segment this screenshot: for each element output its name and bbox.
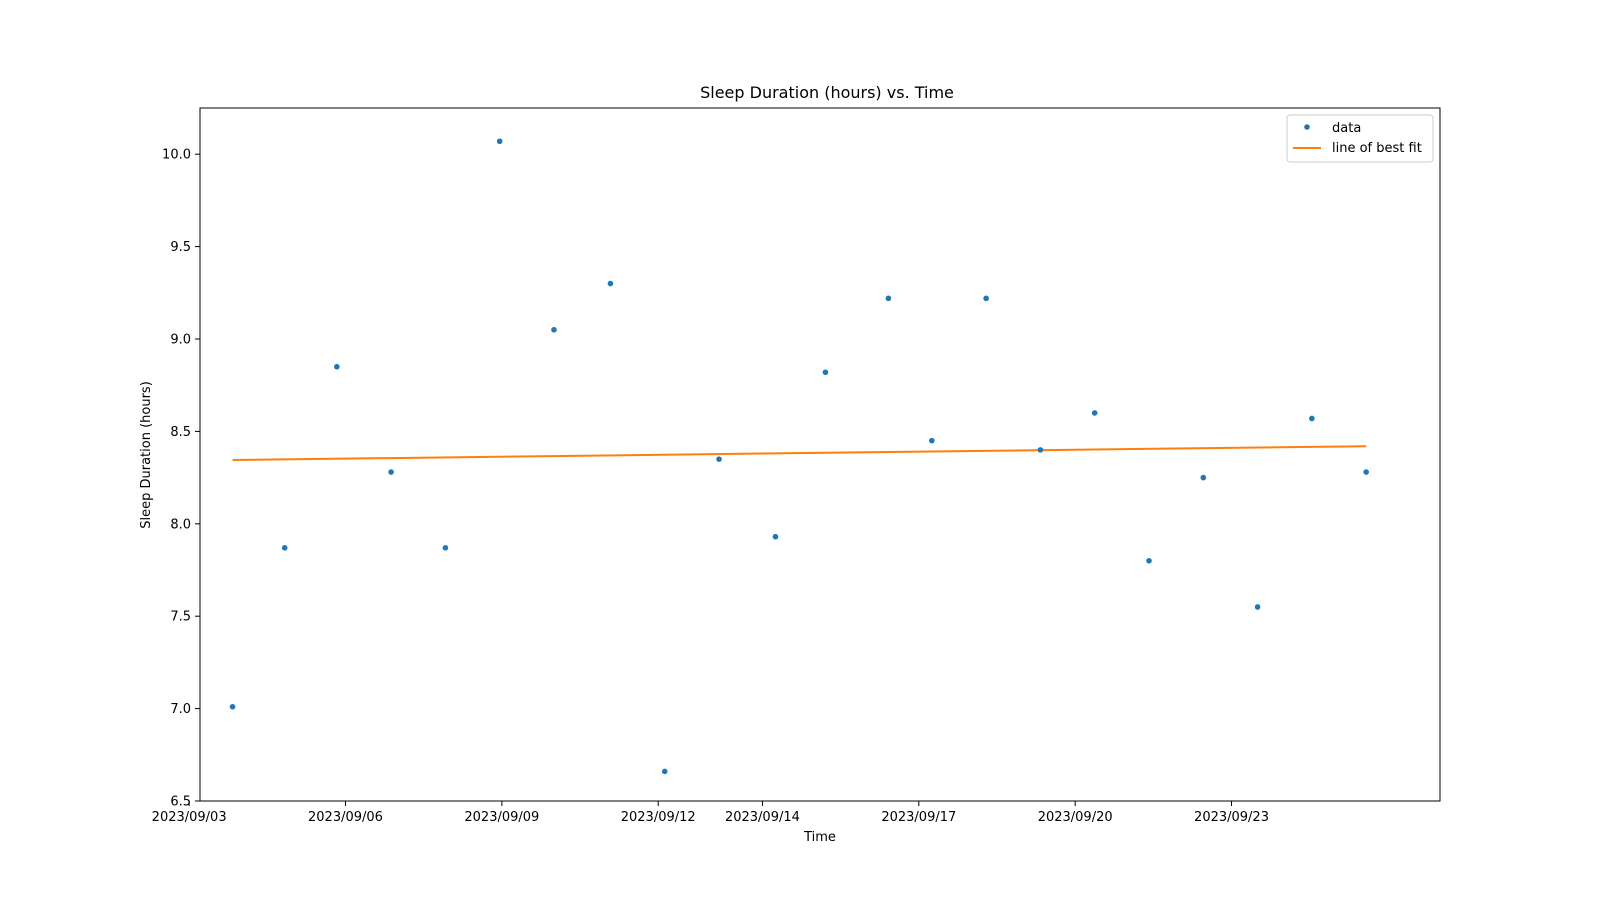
y-tick-label: 9.0 [170, 333, 191, 348]
legend: data line of best fit [1286, 114, 1434, 163]
data-point [772, 533, 779, 540]
x-tick-label: 2023/09/20 [1038, 810, 1113, 825]
legend-marker-data [1304, 124, 1310, 130]
y-tick-label: 8.5 [170, 425, 191, 440]
data-point [1037, 447, 1044, 453]
data-point [822, 369, 829, 376]
data-point [1091, 410, 1098, 416]
data-point [661, 768, 668, 775]
plot-area [199, 107, 1441, 802]
x-tick-label: 2023/09/14 [725, 810, 800, 825]
data-point [607, 280, 614, 287]
y-tick-label: 9.5 [170, 240, 191, 255]
legend-label-data: data [1332, 121, 1361, 136]
data-point [229, 703, 236, 710]
x-tick-label: 2023/09/17 [881, 810, 956, 825]
x-tick-label: 2023/09/09 [464, 810, 539, 825]
data-point [442, 545, 449, 551]
chart-title: Sleep Duration (hours) vs. Time [700, 83, 954, 102]
data-point [929, 437, 935, 444]
legend-box [1286, 114, 1434, 163]
x-axis-label: Time [803, 830, 836, 845]
data-point [716, 456, 722, 462]
data-point [334, 363, 340, 370]
series-layer [229, 138, 1369, 775]
x-tick-label: 2023/09/23 [1194, 810, 1269, 825]
data-point [1254, 604, 1261, 610]
data-point [983, 295, 989, 302]
data-point [1200, 474, 1207, 481]
y-tick-label: 6.5 [170, 795, 191, 810]
x-tick-label: 2023/09/03 [152, 810, 227, 825]
y-axis: 6.5 7.0 7.5 8.0 8.5 9.0 9.5 10.0 [162, 148, 200, 810]
data-point [496, 138, 503, 145]
legend-label-best-fit: line of best fit [1332, 141, 1422, 156]
data-point [1146, 557, 1152, 564]
y-tick-label: 7.0 [170, 702, 191, 717]
x-tick-label: 2023/09/06 [308, 810, 383, 825]
data-point [281, 545, 288, 551]
data-point [885, 295, 892, 302]
x-axis: 2023/09/03 2023/09/06 2023/09/09 2023/09/12… [152, 801, 1269, 825]
best-fit-line [232, 445, 1367, 461]
data-point [1309, 415, 1315, 422]
y-tick-label: 7.5 [170, 610, 191, 625]
y-tick-label: 10.0 [162, 148, 191, 163]
data-point [1363, 469, 1369, 475]
data-point [388, 469, 394, 475]
data-point [551, 326, 557, 333]
y-tick-label: 8.0 [170, 517, 191, 532]
x-tick-label: 2023/09/12 [621, 810, 696, 825]
y-axis-label: Sleep Duration (hours) [139, 381, 154, 529]
